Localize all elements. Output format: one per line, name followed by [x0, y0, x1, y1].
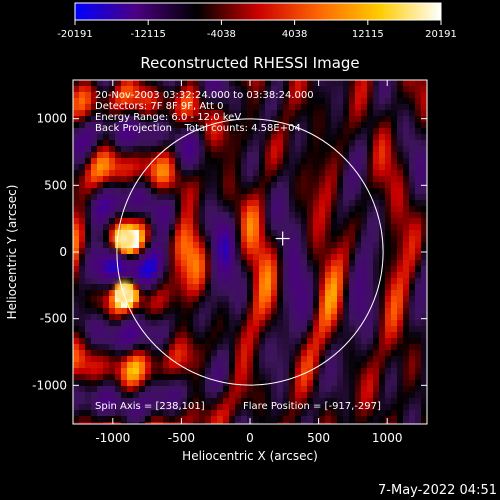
x-axis-label: Heliocentric X (arcsec): [182, 449, 318, 463]
flare-position-label: Flare Position = [-917,-297]: [243, 401, 381, 412]
colorbar-tick-label: 20191: [425, 29, 457, 40]
colorbar-tick-label: -4038: [207, 29, 236, 40]
annotation-energy-range: Energy Range: 6.0 - 12.0 keV: [95, 112, 241, 123]
colorbar-tick-label: 4038: [282, 29, 307, 40]
annotation-time-range: 20-Nov-2003 03:32:24.000 to 03:38:24.000: [95, 90, 314, 101]
x-tick-label: -1000: [95, 431, 130, 445]
x-tick-label: 0: [246, 431, 254, 445]
spin-axis-label: Spin Axis = [238,101]: [95, 401, 205, 412]
plot-title: Reconstructed RHESSI Image: [140, 54, 359, 72]
y-tick-label: -1000: [32, 378, 67, 392]
colorbar-gradient: [74, 2, 442, 21]
y-axis-label: Heliocentric Y (arcsec): [5, 185, 19, 320]
heatmap-image: [73, 80, 427, 424]
colorbar: -20191 -12115 -4038 4038 12115 20191: [57, 2, 457, 40]
y-axis-ticks: -1000 -500 0 500 1000: [32, 112, 427, 392]
solar-limb-circle: [116, 118, 384, 386]
annotation-method-counts: Back Projection Total counts: 4.58E+04: [95, 123, 301, 134]
y-tick-label: 500: [44, 178, 67, 192]
timestamp: 7-May-2022 04:51: [378, 483, 497, 498]
x-tick-label: -500: [168, 431, 195, 445]
info-annotations: 20-Nov-2003 03:32:24.000 to 03:38:24.000…: [95, 90, 314, 134]
colorbar-tick-label: -20191: [57, 29, 92, 40]
annotation-detectors: Detectors: 7F 8F 9F, Att 0: [95, 101, 223, 112]
colorbar-ticks: -20191 -12115 -4038 4038 12115 20191: [57, 20, 457, 40]
colorbar-tick-label: 12115: [352, 29, 384, 40]
spin-axis-marker: [275, 231, 290, 246]
x-tick-label: 500: [307, 431, 330, 445]
plot-area: -1000 -500 0 500 1000 -1000 -500 0 500 1000 20-N…: [32, 79, 428, 445]
y-tick-label: 0: [59, 245, 67, 259]
y-tick-label: 1000: [36, 112, 67, 126]
x-axis-ticks: -1000 -500 0 500 1000: [95, 80, 402, 445]
x-tick-label: 1000: [372, 431, 403, 445]
colorbar-tick-label: -12115: [130, 29, 165, 40]
y-tick-label: -500: [40, 312, 67, 326]
